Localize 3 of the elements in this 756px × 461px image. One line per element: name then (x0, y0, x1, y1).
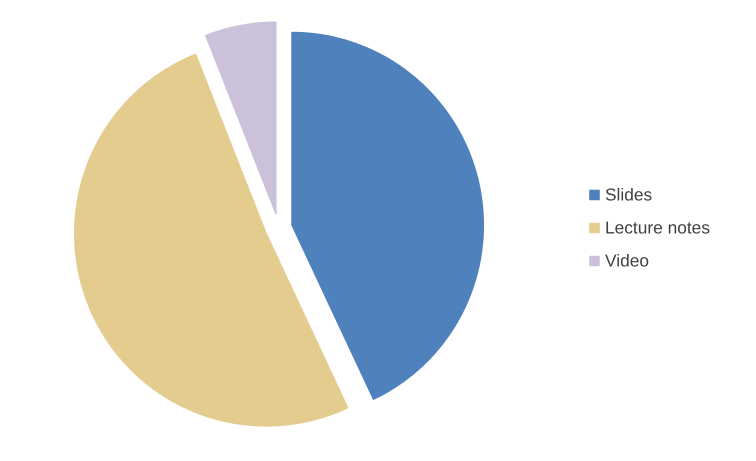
legend-label: Slides (604, 184, 652, 205)
legend-label: Lecture notes (604, 217, 710, 238)
legend-label: Video (604, 250, 649, 271)
